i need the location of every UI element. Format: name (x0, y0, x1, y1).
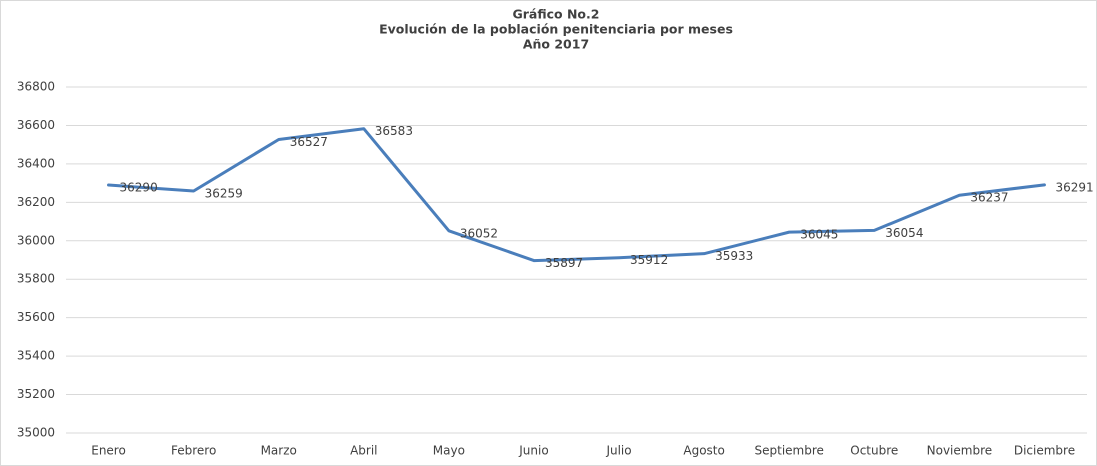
data-label: 36045 (800, 228, 838, 242)
y-tick-label: 35800 (17, 272, 55, 286)
y-tick-label: 36600 (17, 118, 55, 132)
y-tick-label: 35600 (17, 310, 55, 324)
x-tick-label: Julio (605, 444, 631, 458)
y-tick-label: 36800 (17, 80, 55, 94)
chart-title: Año 2017 (523, 37, 589, 52)
x-tick-label: Abril (350, 444, 377, 458)
data-label: 36527 (290, 135, 328, 149)
x-tick-label: Octubre (850, 444, 898, 458)
data-label: 35897 (545, 256, 583, 270)
x-tick-label: Mayo (433, 444, 465, 458)
y-tick-label: 36200 (17, 195, 55, 209)
x-tick-label: Enero (91, 444, 126, 458)
x-tick-label: Junio (518, 444, 548, 458)
data-label: 35933 (715, 249, 753, 263)
data-label: 36052 (460, 226, 498, 240)
chart-title: Evolución de la población penitenciaria … (379, 22, 733, 37)
data-label: 36259 (205, 186, 243, 200)
data-label: 36237 (970, 191, 1008, 205)
x-tick-label: Febrero (171, 444, 216, 458)
y-tick-label: 35200 (17, 387, 55, 401)
x-tick-label: Noviembre (927, 444, 993, 458)
x-tick-label: Agosto (683, 444, 724, 458)
data-label: 36054 (885, 226, 923, 240)
x-tick-label: Marzo (261, 444, 297, 458)
y-tick-label: 36400 (17, 156, 55, 170)
chart-title: Gráfico No.2 (513, 7, 600, 22)
data-label: 36291 (1055, 180, 1093, 194)
y-tick-label: 36000 (17, 233, 55, 247)
data-label: 35912 (630, 253, 668, 267)
x-tick-label: Diciembre (1014, 444, 1075, 458)
y-tick-label: 35000 (17, 426, 55, 440)
x-tick-label: Septiembre (755, 444, 824, 458)
y-tick-label: 35400 (17, 349, 55, 363)
data-label: 36583 (375, 124, 413, 138)
data-line (107, 127, 1046, 263)
data-label: 36290 (120, 181, 158, 195)
